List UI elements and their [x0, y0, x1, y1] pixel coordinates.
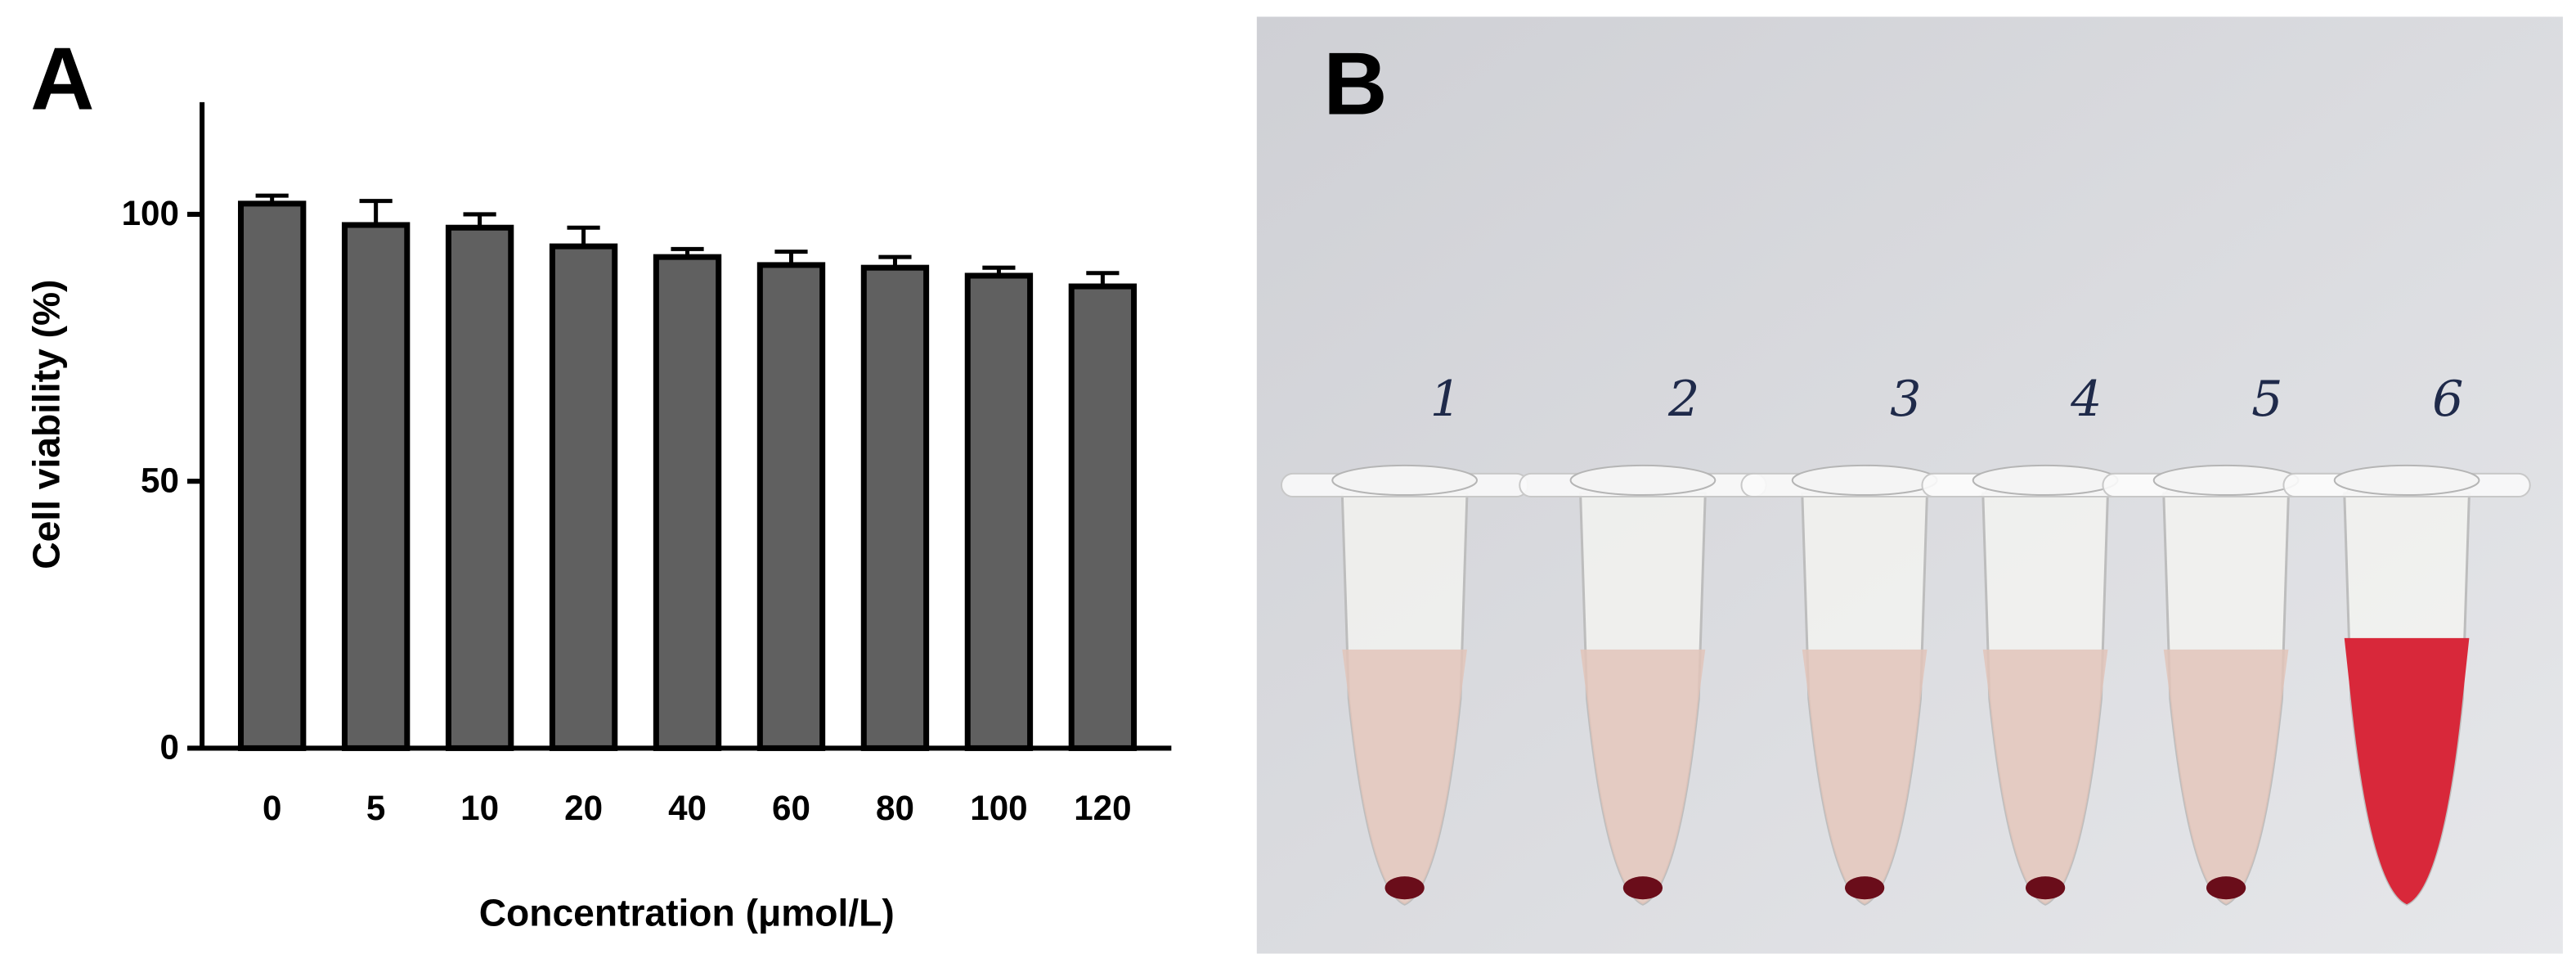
- tube-label: 4: [2070, 371, 2102, 428]
- bar: [1068, 283, 1138, 751]
- bar: [756, 262, 826, 751]
- liquid: [2163, 649, 2289, 905]
- bar: [860, 264, 930, 751]
- liquid: [1342, 649, 1467, 905]
- tube: [1921, 464, 2170, 906]
- tube-label: 6: [2432, 371, 2463, 428]
- y-tick-label: 0: [160, 728, 179, 767]
- photo: 1 2 3 4 5 6: [1256, 16, 2563, 954]
- tube: [2102, 464, 2350, 906]
- liquid: [1580, 649, 1706, 905]
- pellet: [1384, 876, 1425, 900]
- tube-label: 3: [1890, 371, 1921, 428]
- x-axis-title: Concentration (μmol/L): [479, 892, 895, 934]
- y-tick-label: 50: [141, 461, 179, 499]
- tube-label: 2: [1667, 371, 1699, 428]
- tube-label: 1: [1430, 371, 1461, 428]
- x-tick-label: 80: [876, 789, 914, 827]
- tube: [1519, 464, 1767, 906]
- pellet: [1845, 876, 1885, 900]
- cap: [1331, 464, 1479, 497]
- x-tick-label: 40: [668, 789, 707, 827]
- bar: [549, 243, 618, 751]
- tube: [1740, 464, 1989, 906]
- tube: [1280, 464, 1529, 906]
- bar: [653, 254, 722, 751]
- bar: [237, 200, 307, 751]
- tube-label: 5: [2251, 371, 2282, 428]
- x-tick-label: 60: [772, 789, 810, 827]
- cap: [2152, 464, 2300, 497]
- pellet: [2206, 876, 2246, 900]
- x-tick-label: 5: [366, 789, 385, 827]
- x-tick-label: 10: [460, 789, 499, 827]
- bar: [445, 224, 514, 751]
- cap: [1791, 464, 1938, 497]
- tube: [2282, 464, 2531, 906]
- liquid: [2344, 637, 2470, 905]
- pellet: [1622, 876, 1663, 900]
- liquid: [1982, 649, 2108, 905]
- panel-label: A: [30, 29, 94, 128]
- cap: [2333, 464, 2480, 497]
- cap: [1972, 464, 2119, 497]
- y-axis-title: Cell viability (%): [25, 280, 67, 569]
- liquid: [1802, 649, 1928, 905]
- y-tick-label: 100: [122, 194, 179, 232]
- bar: [964, 272, 1034, 751]
- bar: [341, 222, 411, 751]
- x-tick-label: 20: [564, 789, 603, 827]
- x-tick-label: 120: [1074, 789, 1131, 827]
- x-tick-label: 0: [263, 789, 281, 827]
- cap: [1569, 464, 1717, 497]
- panel-label: B: [1323, 34, 1387, 133]
- x-tick-label: 100: [970, 789, 1027, 827]
- pellet: [2026, 876, 2066, 900]
